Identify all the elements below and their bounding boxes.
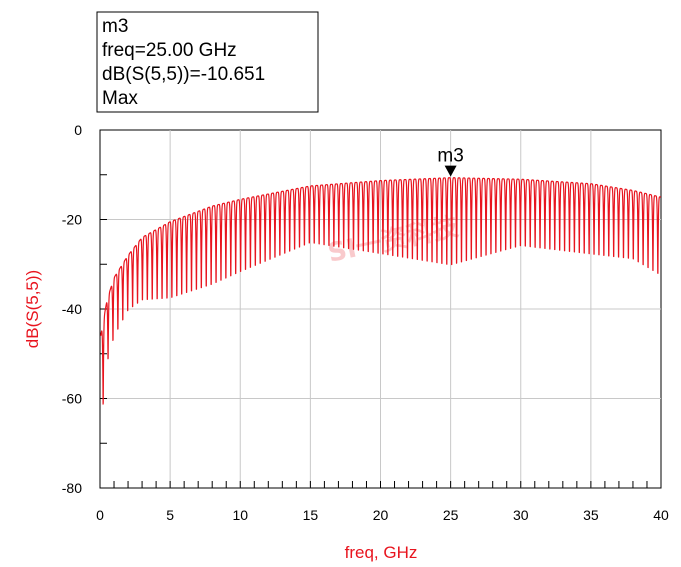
y-tick-label: 0 <box>74 122 82 138</box>
x-tick-label: 35 <box>583 507 599 523</box>
x-axis-title: freq, GHz <box>345 543 418 562</box>
marker-readout-box <box>96 11 319 113</box>
y-tick-label: -40 <box>62 301 82 317</box>
marker-m3[interactable]: m3 <box>437 146 464 177</box>
x-tick-label: 5 <box>166 507 174 523</box>
x-tick-label: 15 <box>303 507 319 523</box>
x-tick-label: 25 <box>443 507 459 523</box>
marker-readout: m3 freq=25.00 GHz dB(S(5,5))=-10.651 Max <box>96 11 319 113</box>
x-tick-label: 20 <box>373 507 389 523</box>
y-tick-labels: 0 -20 -40 -60 -80 <box>62 122 82 496</box>
minor-ticks <box>99 129 662 489</box>
x-tick-label: 10 <box>232 507 248 523</box>
x-tick-labels: 0 5 10 15 20 25 30 35 40 <box>96 507 669 523</box>
y-tick-label: -60 <box>62 391 82 407</box>
y-axis-title: dB(S(5,5)) <box>23 270 42 348</box>
x-tick-label: 40 <box>653 507 669 523</box>
x-tick-label: 0 <box>96 507 104 523</box>
marker-readout-line-3: dB(S(5,5))=-10.651 <box>102 64 265 85</box>
marker-readout-line-2: freq=25.00 GHz <box>102 40 237 61</box>
x-tick-label: 30 <box>513 507 529 523</box>
marker-readout-line-4: Max <box>102 88 138 109</box>
series-line-dB-S55 <box>100 177 662 405</box>
marker-triangle-icon[interactable] <box>444 165 457 177</box>
y-tick-label: -80 <box>62 480 82 496</box>
y-tick-label: -20 <box>62 212 82 228</box>
marker-readout-line-1: m3 <box>102 16 128 37</box>
marker-label: m3 <box>437 146 463 167</box>
